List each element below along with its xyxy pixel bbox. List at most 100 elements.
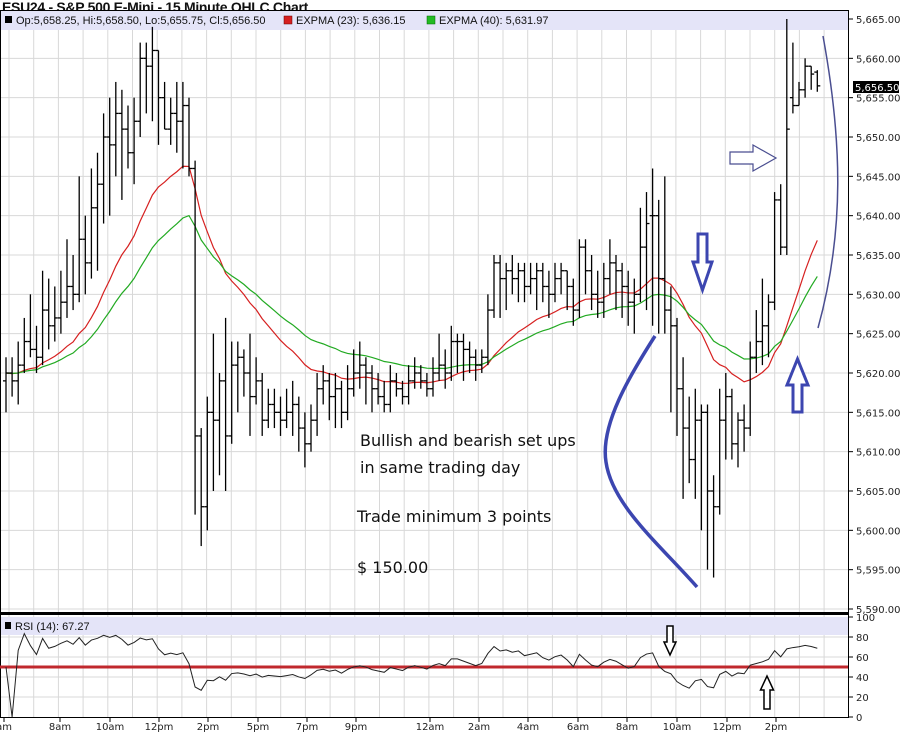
ohlc-bar xyxy=(15,341,22,405)
ohlc-bar xyxy=(637,207,644,303)
y-tick-label: 5,625.00 xyxy=(856,330,900,341)
ohlc-bar xyxy=(131,97,138,185)
down-arrow-icon xyxy=(690,232,715,295)
rsi-line xyxy=(5,632,818,718)
ohlc-bar xyxy=(710,475,717,578)
ohlc-bar xyxy=(259,373,266,436)
ema40-legend: EXPMA (40): 5,631.97 xyxy=(439,15,548,27)
ohlc-bar xyxy=(753,310,760,373)
rsi-y-tick-label: 0 xyxy=(856,713,862,724)
ohlc-bar xyxy=(112,81,119,177)
ohlc-bar xyxy=(118,89,125,200)
ohlc-bar xyxy=(503,262,510,311)
ema23-legend-swatch xyxy=(283,15,293,25)
ohlc-bar xyxy=(106,97,113,216)
ohlc-bar xyxy=(661,176,668,334)
ohlc-bar xyxy=(765,294,772,358)
annotation-line-2: in same trading day xyxy=(360,458,520,477)
ohlc-bar xyxy=(222,317,229,491)
ohlc-bar xyxy=(253,357,260,405)
legend-band xyxy=(0,10,848,30)
ohlc-bar xyxy=(45,278,52,350)
ohlc-bar xyxy=(558,262,565,295)
ema23-legend: EXPMA (23): 5,636.15 xyxy=(296,15,405,27)
ohlc-bar xyxy=(167,97,174,145)
x-tick-label: 12pm xyxy=(713,722,742,733)
y-tick-label: 5,590.00 xyxy=(856,605,900,616)
ohlc-bar xyxy=(716,388,723,515)
ohlc-bar xyxy=(301,412,308,468)
ohlc-bar xyxy=(314,373,321,436)
rsi-legend: RSI (14): 67.27 xyxy=(15,621,90,633)
x-tick-label: 2pm xyxy=(197,722,219,733)
x-tick-label: 9pm xyxy=(345,722,367,733)
ohlc-bar xyxy=(545,270,552,318)
rsi-up-arrow-icon xyxy=(759,674,775,710)
y-tick-label: 5,640.00 xyxy=(856,212,900,223)
ohlc-bar xyxy=(692,388,699,499)
ohlc-bar xyxy=(271,388,278,429)
ohlc-bar xyxy=(143,42,150,114)
ohlc-bar xyxy=(295,396,302,452)
ohlc-bar xyxy=(417,365,424,389)
ohlc-bar xyxy=(387,365,394,413)
ohlc-bar xyxy=(326,373,333,421)
ohlc-bar xyxy=(564,270,571,311)
up-arrow-icon xyxy=(784,354,811,414)
ohlc-bar xyxy=(430,357,436,397)
y-tick-label: 5,645.00 xyxy=(856,172,900,183)
ohlc-bar xyxy=(491,255,497,318)
ohlc-bar xyxy=(515,262,522,303)
ohlc-bar xyxy=(265,388,272,429)
ohlc-bar xyxy=(448,325,455,381)
ohlc-bar xyxy=(771,192,778,311)
y-tick-label: 5,600.00 xyxy=(856,526,900,537)
rsi-y-tick-label: 40 xyxy=(856,673,869,684)
ohlc-bar xyxy=(588,255,595,311)
ohlc-bar xyxy=(741,404,748,452)
annotation-line-1: Bullish and bearish set ups xyxy=(360,431,576,450)
y-tick-label: 5,615.00 xyxy=(856,408,900,419)
ohlc-bar xyxy=(369,365,375,413)
ohlc-bar xyxy=(680,357,687,499)
ohlc-bar xyxy=(320,365,327,405)
ohlc-bar xyxy=(3,357,9,413)
ema40-line xyxy=(5,214,818,374)
ohlc-bar xyxy=(375,373,382,405)
ohlc-bar xyxy=(240,349,247,397)
ohlc-bar xyxy=(533,262,540,311)
ohlc-bar xyxy=(283,388,290,429)
ohlc-bar xyxy=(698,404,705,531)
ohlc-bar xyxy=(155,49,162,145)
ohlc-bar xyxy=(423,373,430,397)
y-tick-label: 5,660.00 xyxy=(856,54,900,65)
ohlc-bar xyxy=(606,239,613,295)
ohlc-bar xyxy=(39,270,46,366)
x-tick-label: 5pm xyxy=(247,722,269,733)
ohlc-legend-swatch xyxy=(5,16,12,23)
x-tick-label: 12am xyxy=(416,722,445,733)
ohlc-bar xyxy=(338,380,345,429)
ohlc-bar xyxy=(27,294,34,358)
ohlc-bar xyxy=(393,373,400,397)
y-tick-label: 5,665.00 xyxy=(856,15,900,26)
last-price-badge xyxy=(853,81,899,93)
y-tick-label: 5,610.00 xyxy=(856,448,900,459)
ohlc-bar xyxy=(210,333,217,491)
ohlc-bar xyxy=(173,81,180,153)
ohlc-bar xyxy=(247,333,253,436)
ohlc-bar xyxy=(21,317,28,373)
ohlc-bar xyxy=(277,396,284,436)
ohlc-bar xyxy=(667,286,674,413)
rsi-legend-band xyxy=(0,617,848,635)
rsi-y-tick-label: 60 xyxy=(856,653,869,664)
ohlc-bar xyxy=(234,341,241,413)
ohlc-bar xyxy=(655,199,662,334)
ohlc-bar xyxy=(570,278,577,326)
y-tick-label: 5,635.00 xyxy=(856,251,900,262)
ohlc-bar xyxy=(192,160,199,515)
ohlc-bar xyxy=(747,341,754,436)
ohlc-bar xyxy=(411,357,418,389)
annotation-line-4: $ 150.00 xyxy=(357,558,428,577)
